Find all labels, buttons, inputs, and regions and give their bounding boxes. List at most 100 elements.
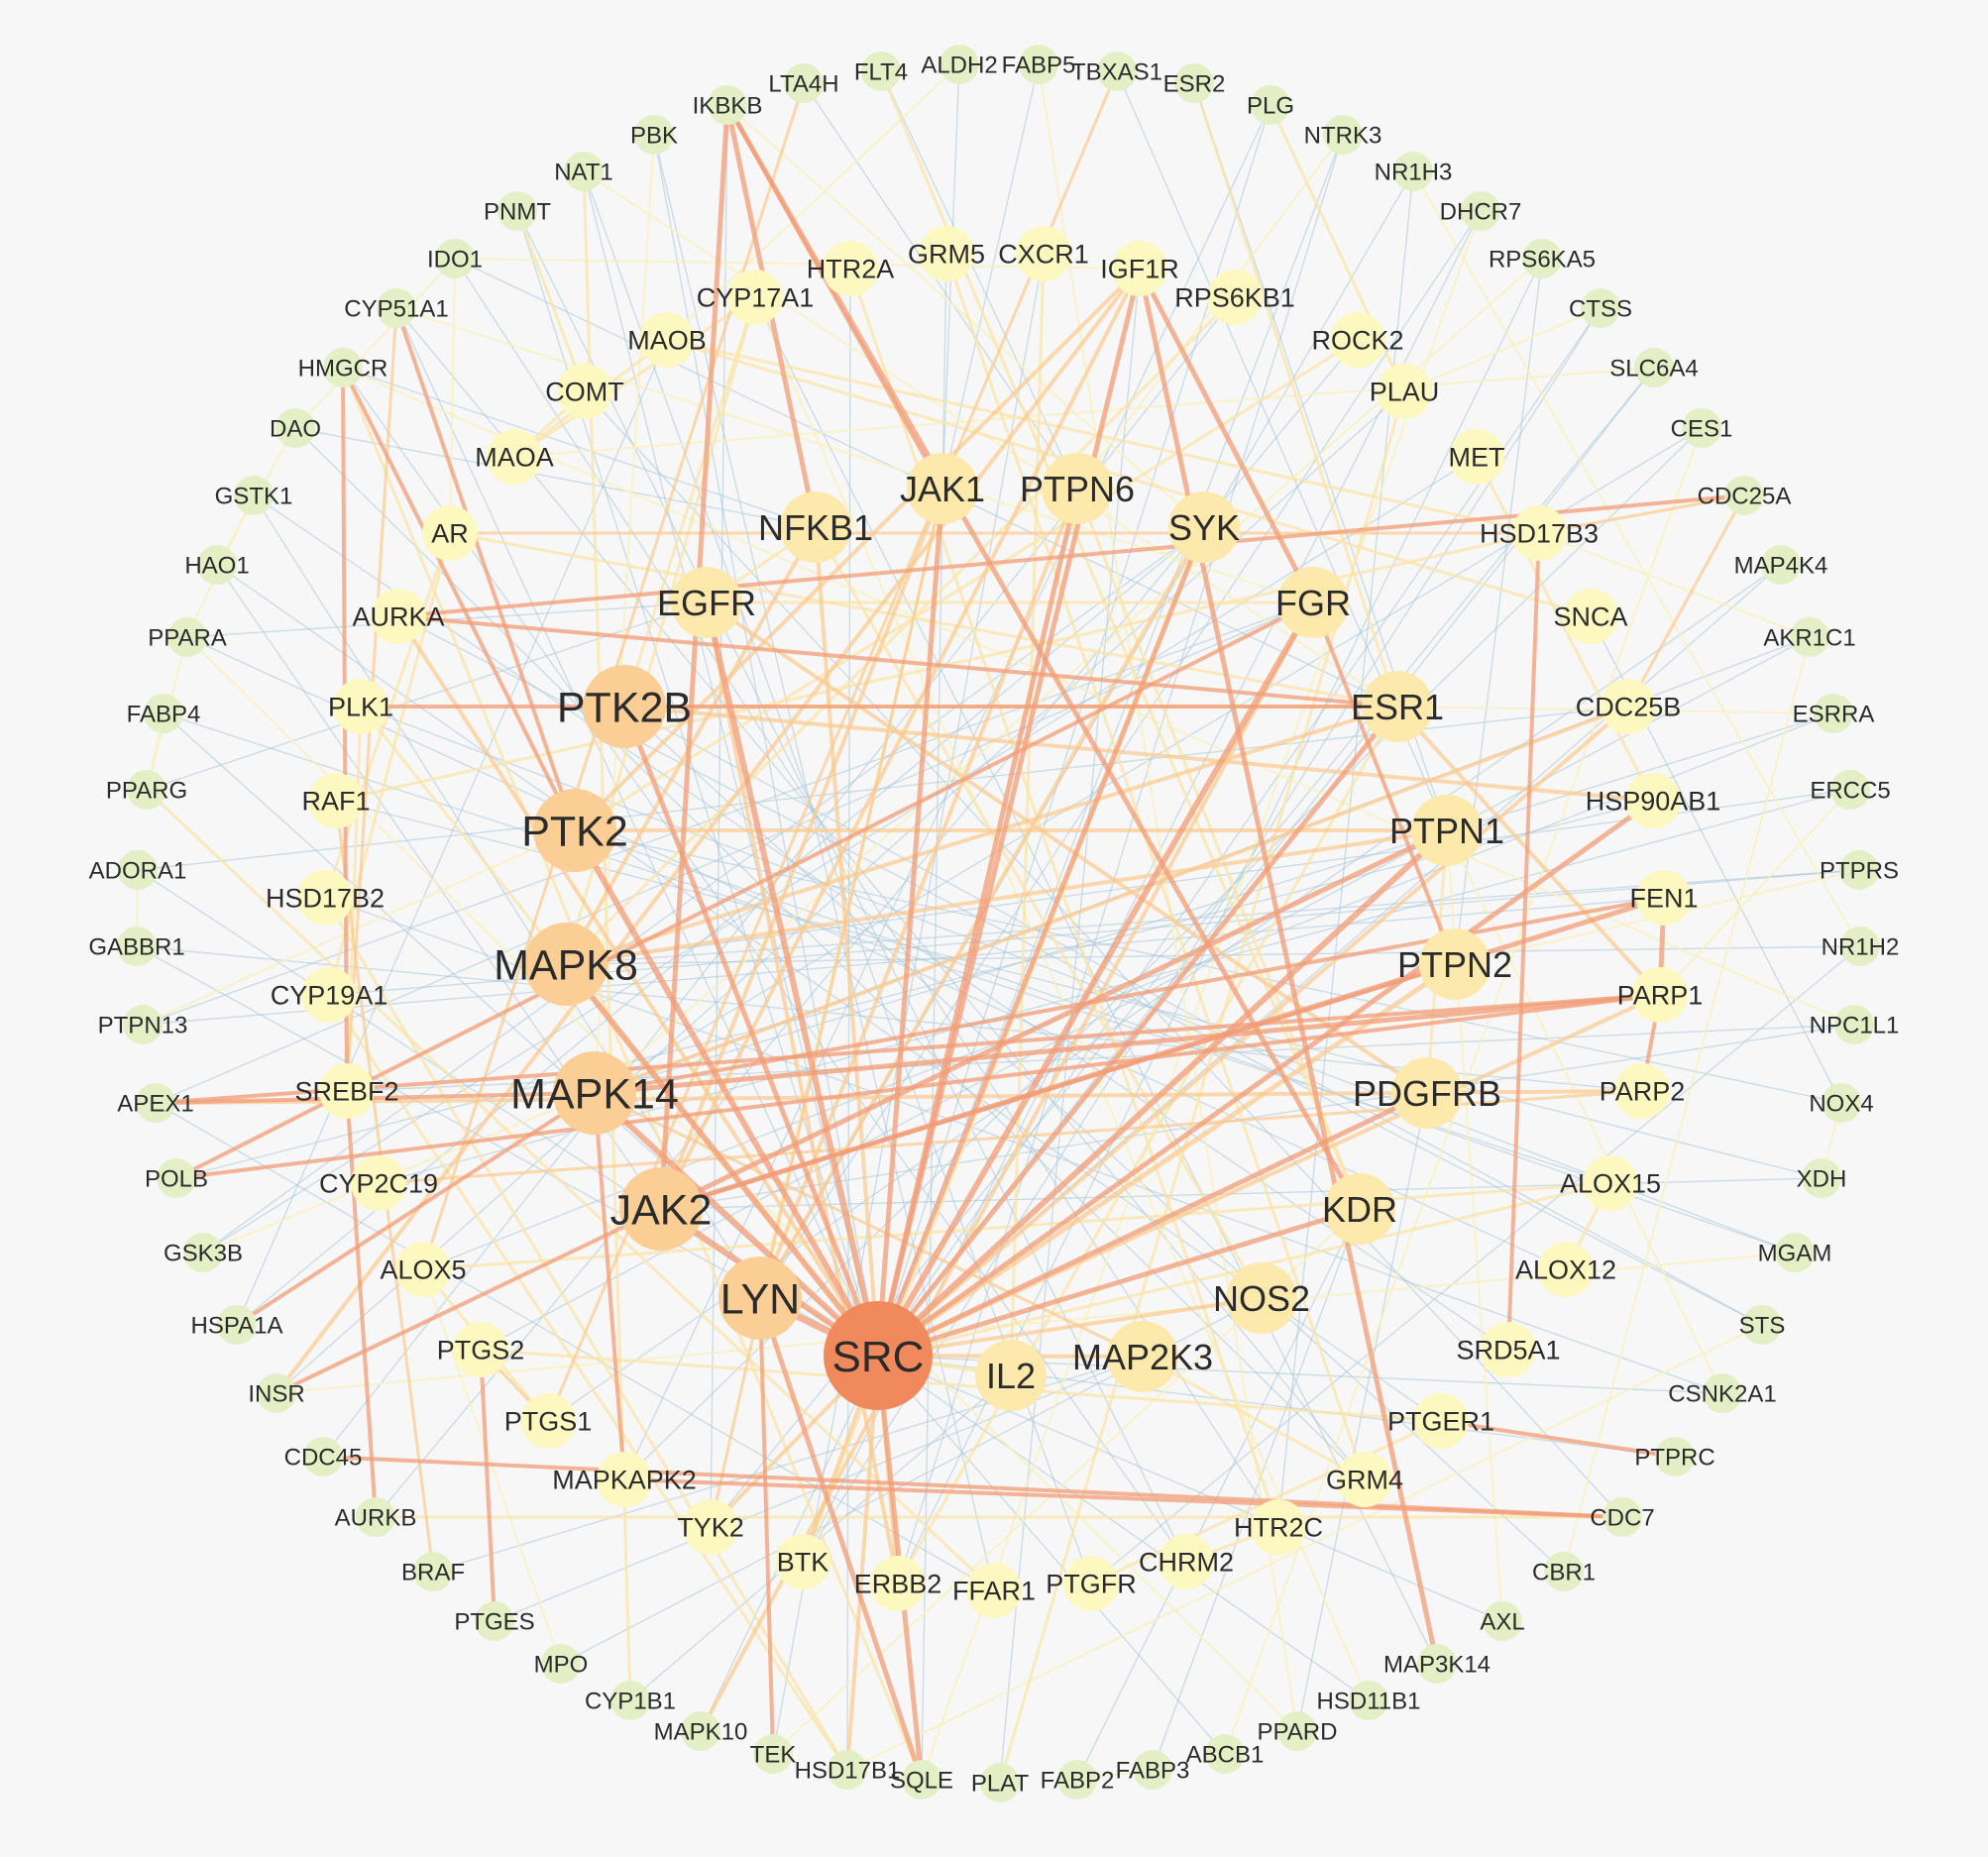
node-ptpn6[interactable] [1042,453,1113,524]
node-grm5[interactable] [919,226,974,281]
node-ptges[interactable] [475,1601,514,1641]
node-grm4[interactable] [1337,1452,1392,1507]
node-cyp1b1[interactable] [610,1681,650,1720]
node-ptgs2[interactable] [453,1322,508,1377]
node-insr[interactable] [257,1373,296,1413]
node-cyp2c19[interactable] [351,1155,406,1211]
node-map4k4[interactable] [1761,545,1801,585]
node-esrra[interactable] [1814,694,1853,733]
node-hspa1a[interactable] [217,1305,257,1345]
node-csnk2a1[interactable] [1703,1373,1742,1413]
node-mapk8[interactable] [524,923,607,1006]
node-ptger1[interactable] [1413,1393,1469,1449]
node-rock2[interactable] [1330,312,1385,368]
node-plk1[interactable] [333,679,388,734]
node-chrm2[interactable] [1159,1534,1214,1589]
node-ctss[interactable] [1581,288,1620,328]
node-polb[interactable] [157,1158,196,1198]
node-ntrk3[interactable] [1323,115,1363,155]
node-cdc45[interactable] [303,1437,343,1476]
node-ppara[interactable] [167,617,207,657]
node-egfr[interactable] [671,567,742,638]
node-aurka[interactable] [371,589,426,644]
node-adora1[interactable] [118,850,158,890]
node-ptprc[interactable] [1655,1437,1695,1476]
node-axl[interactable] [1483,1601,1522,1641]
node-src[interactable] [824,1301,933,1410]
node-met[interactable] [1449,429,1504,485]
node-maoa[interactable] [487,429,542,485]
node-ptk2b[interactable] [583,665,666,748]
node-nat1[interactable] [564,152,604,191]
node-alox12[interactable] [1538,1242,1594,1297]
node-maob[interactable] [639,312,695,368]
node-cyp17a1[interactable] [727,270,783,325]
node-sqle[interactable] [902,1760,941,1800]
node-npc1l1[interactable] [1834,1005,1874,1044]
node-xdh[interactable] [1802,1158,1841,1198]
node-plau[interactable] [1377,364,1432,419]
node-aurkb[interactable] [356,1497,395,1537]
node-igf1r[interactable] [1112,241,1167,296]
node-gsk3b[interactable] [183,1233,223,1272]
node-cxcr1[interactable] [1016,226,1071,281]
node-aldh2[interactable] [939,45,979,84]
node-plat[interactable] [980,1763,1020,1802]
node-gabbr1[interactable] [117,927,157,966]
node-alox5[interactable] [395,1242,451,1297]
node-cbr1[interactable] [1544,1552,1584,1591]
node-map2k3[interactable] [1107,1321,1178,1392]
node-hsd17b2[interactable] [297,870,353,926]
node-abcb1[interactable] [1205,1734,1245,1774]
node-kdr[interactable] [1324,1173,1395,1245]
node-hsd17b3[interactable] [1511,505,1567,561]
node-mpo[interactable] [541,1644,581,1684]
node-pdgfrb[interactable] [1391,1057,1463,1129]
node-map3k14[interactable] [1417,1644,1457,1684]
node-nos2[interactable] [1226,1262,1297,1334]
node-lyn[interactable] [718,1256,802,1340]
node-jak2[interactable] [619,1167,703,1251]
node-erbb2[interactable] [870,1556,926,1611]
node-pparg[interactable] [127,770,166,810]
node-syk[interactable] [1168,492,1240,563]
node-ptpn1[interactable] [1411,795,1483,866]
node-ces1[interactable] [1682,408,1721,448]
node-hmgcr[interactable] [323,348,363,387]
node-srd5a1[interactable] [1481,1322,1536,1377]
node-fabp4[interactable] [144,694,183,733]
node-ido1[interactable] [435,239,475,278]
node-mapk10[interactable] [681,1711,720,1751]
node-pbk[interactable] [634,115,674,155]
node-fgr[interactable] [1277,567,1349,638]
node-esr2[interactable] [1174,63,1214,103]
node-lta4h[interactable] [784,63,824,103]
node-hao1[interactable] [197,545,237,585]
node-nfkb1[interactable] [780,492,851,563]
node-ppard[interactable] [1277,1711,1317,1751]
node-tek[interactable] [753,1734,793,1774]
node-alox15[interactable] [1583,1155,1638,1211]
node-cdc7[interactable] [1602,1497,1642,1537]
node-cdc25a[interactable] [1724,476,1764,515]
node-raf1[interactable] [308,773,364,828]
node-srebf2[interactable] [319,1063,375,1119]
node-tbxas1[interactable] [1097,52,1137,91]
node-akr1c1[interactable] [1790,617,1829,657]
node-nr1h2[interactable] [1840,927,1880,966]
node-ptprs[interactable] [1839,850,1879,890]
node-apex1[interactable] [136,1083,175,1123]
node-flt4[interactable] [861,52,901,91]
node-ar[interactable] [422,505,478,561]
node-tyk2[interactable] [683,1499,738,1555]
node-ptgs1[interactable] [520,1393,576,1449]
node-parp1[interactable] [1632,967,1688,1023]
node-hsp90ab1[interactable] [1625,773,1681,828]
node-fabp3[interactable] [1133,1750,1172,1790]
node-cdc25b[interactable] [1601,679,1656,734]
node-pnmt[interactable] [497,191,537,231]
node-sts[interactable] [1742,1305,1782,1345]
node-ffar1[interactable] [966,1563,1022,1618]
node-mgam[interactable] [1775,1233,1815,1272]
node-mapk14[interactable] [553,1051,636,1135]
